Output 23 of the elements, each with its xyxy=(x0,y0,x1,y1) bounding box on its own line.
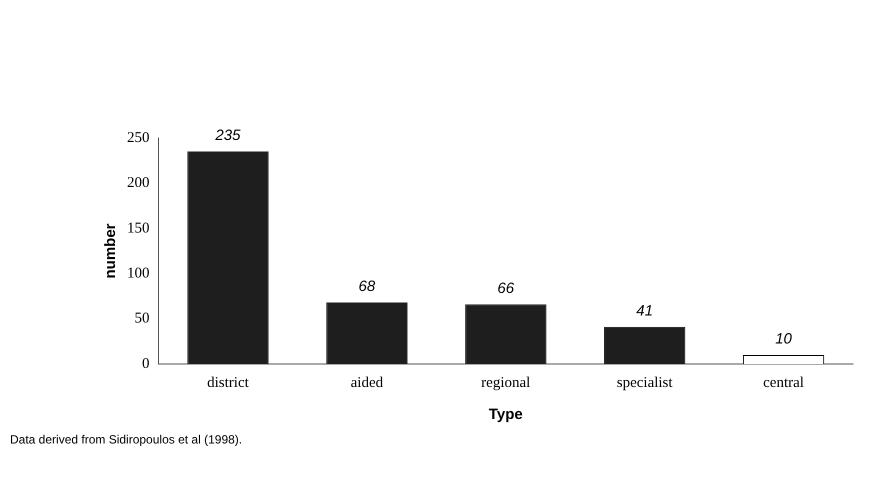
data-label: 41 xyxy=(636,302,653,320)
x-tick-label: central xyxy=(763,374,804,391)
bar xyxy=(465,304,546,364)
x-axis-title: Type xyxy=(488,406,523,424)
data-label: 68 xyxy=(358,278,376,296)
y-tick-label: 250 xyxy=(127,130,150,146)
data-label: 235 xyxy=(214,127,242,144)
bar xyxy=(326,302,408,364)
text: Data derived from Sidiropoulos et al (1998). xyxy=(10,432,242,446)
y-tick-label: 200 xyxy=(127,175,150,192)
y-axis-title: number xyxy=(102,223,120,279)
x-tick-label: specialist xyxy=(616,374,674,391)
x-tick-label: district xyxy=(207,374,250,391)
y-tick-label: 0 xyxy=(142,356,150,372)
y-tick-label: 50 xyxy=(134,310,150,327)
bar xyxy=(187,152,269,364)
x-tick-label: regional xyxy=(481,374,530,391)
bar xyxy=(604,326,686,364)
y-tick-label: 100 xyxy=(127,266,150,282)
data-label: 10 xyxy=(775,330,793,348)
x-tick-label: aided xyxy=(350,374,384,391)
data-label: 66 xyxy=(497,280,515,298)
y-tick-label: 150 xyxy=(127,220,150,236)
